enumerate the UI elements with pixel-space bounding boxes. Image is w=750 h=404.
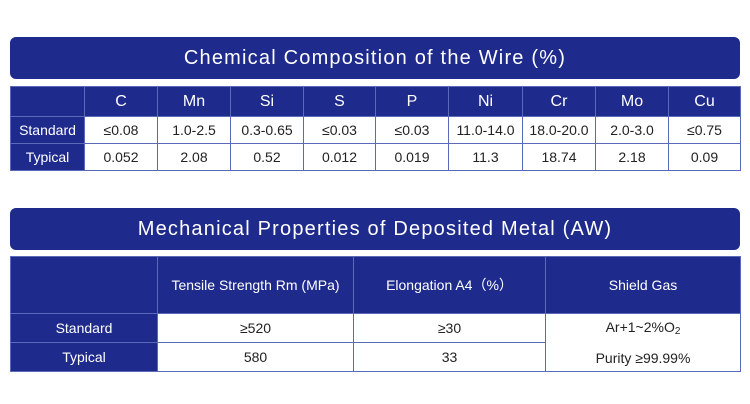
element-header: Mn bbox=[157, 86, 231, 117]
header-corner bbox=[10, 256, 158, 314]
table-row: Standard ≥520 ≥30 Ar+1~2%O2 Purity ≥99.9… bbox=[10, 313, 741, 372]
mechanical-properties-title: Mechanical Properties of Deposited Metal… bbox=[10, 208, 740, 250]
table-header-row: C Mn Si S P Ni Cr Mo Cu bbox=[10, 86, 741, 117]
element-header: Cr bbox=[522, 86, 596, 117]
table-cell: 0.019 bbox=[375, 143, 449, 171]
table-row: Standard ≤0.08 1.0-2.5 0.3-0.65 ≤0.03 ≤0… bbox=[10, 116, 741, 144]
table-cell: 0.09 bbox=[668, 143, 741, 171]
property-header: Tensile Strength Rm (MPa) bbox=[157, 256, 354, 314]
table-cell: 18.74 bbox=[522, 143, 596, 171]
table-cell: 11.0-14.0 bbox=[448, 116, 523, 144]
element-header: P bbox=[375, 86, 449, 117]
shield-gas-cell: Ar+1~2%O2 Purity ≥99.99% bbox=[545, 313, 741, 372]
table-cell: 33 bbox=[353, 342, 546, 372]
table-cell: 0.052 bbox=[84, 143, 158, 171]
row-label: Typical bbox=[10, 143, 85, 171]
header-corner bbox=[10, 86, 85, 117]
element-header: Cu bbox=[668, 86, 741, 117]
element-header: Ni bbox=[448, 86, 523, 117]
table-cell: 2.18 bbox=[595, 143, 669, 171]
element-header: Mo bbox=[595, 86, 669, 117]
row-label: Typical bbox=[10, 342, 158, 372]
chemical-composition-title: Chemical Composition of the Wire (%) bbox=[10, 37, 740, 79]
table-cell: 0.012 bbox=[303, 143, 376, 171]
row-label: Standard bbox=[10, 116, 85, 144]
element-header: C bbox=[84, 86, 158, 117]
table-row: Typical 580 33 bbox=[10, 342, 741, 372]
table-cell: 2.0-3.0 bbox=[595, 116, 669, 144]
element-header: S bbox=[303, 86, 376, 117]
table-cell: ≥520 bbox=[157, 313, 354, 343]
table-cell: ≥30 bbox=[353, 313, 546, 343]
table-cell: ≤0.03 bbox=[375, 116, 449, 144]
table-cell: 11.3 bbox=[448, 143, 523, 171]
shield-gas-purity: Purity ≥99.99% bbox=[595, 350, 691, 366]
oxygen-subscript: 2 bbox=[674, 326, 681, 337]
table-cell: ≤0.08 bbox=[84, 116, 158, 144]
element-header: Si bbox=[230, 86, 304, 117]
table-cell: 2.08 bbox=[157, 143, 231, 171]
table-header-row: Tensile Strength Rm (MPa) Elongation A4（… bbox=[10, 256, 741, 314]
property-header: Elongation A4（%） bbox=[353, 256, 546, 314]
property-header: Shield Gas bbox=[545, 256, 741, 314]
table-cell: ≤0.03 bbox=[303, 116, 376, 144]
chemical-composition-table: C Mn Si S P Ni Cr Mo Cu Standard ≤0.08 1… bbox=[10, 86, 741, 171]
shield-gas-mix-text: Ar+1~2%O bbox=[605, 319, 675, 335]
table-cell: 1.0-2.5 bbox=[157, 116, 231, 144]
table-cell: 0.52 bbox=[230, 143, 304, 171]
table-cell: 18.0-20.0 bbox=[522, 116, 596, 144]
shield-gas-mix: Ar+1~2%O2 bbox=[546, 314, 740, 345]
table-row: Typical 0.052 2.08 0.52 0.012 0.019 11.3… bbox=[10, 143, 741, 171]
table-cell: 580 bbox=[157, 342, 354, 372]
table-cell: ≤0.75 bbox=[668, 116, 741, 144]
row-label: Standard bbox=[10, 313, 158, 343]
table-cell: 0.3-0.65 bbox=[230, 116, 304, 144]
mechanical-properties-table: Tensile Strength Rm (MPa) Elongation A4（… bbox=[10, 256, 741, 372]
